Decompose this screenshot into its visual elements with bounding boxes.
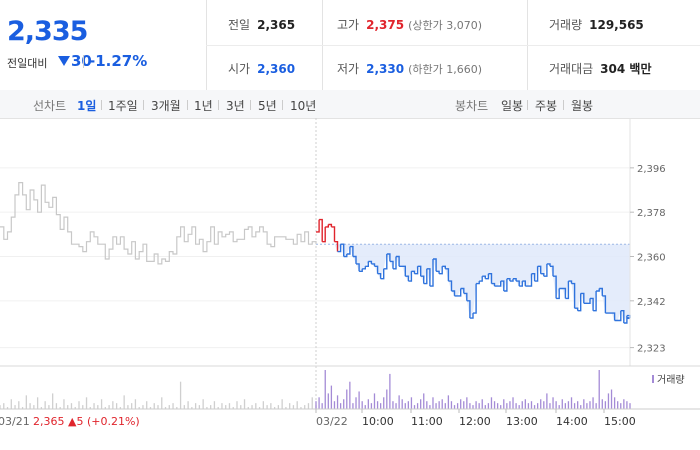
tab-10year[interactable]: 10년 [290, 99, 317, 113]
tab-divider [527, 100, 528, 110]
y-tick-label: 2,396 [637, 164, 666, 175]
prev-close-label: 전일 [228, 18, 251, 32]
change-divider [83, 55, 84, 68]
tab-3year[interactable]: 3년 [226, 99, 245, 113]
current-price: 2,335 [7, 16, 88, 47]
today-price-line-down [337, 243, 631, 324]
x-tick-label: 03/21 [0, 415, 30, 428]
change-label: 전일대비 [7, 57, 48, 70]
low-label: 저가 [337, 62, 360, 76]
y-tick-label: 2,360 [637, 253, 666, 264]
high-value: 2,375 [366, 18, 405, 32]
today-price-line-up [316, 218, 339, 252]
price-summary: 2,335 전일대비 30 -1.27% 전일 2,365 시가 2,360 고가 2… [0, 0, 700, 91]
down-triangle-icon [58, 56, 70, 66]
x-tick-label: 14:00 [556, 415, 588, 428]
volume-legend-label: 거래량 [657, 374, 685, 386]
tab-divider [143, 100, 144, 110]
open-value: 2,360 [257, 62, 296, 76]
y-tick-label: 2,378 [637, 208, 666, 219]
volume-legend-swatch [652, 375, 654, 383]
tab-1year[interactable]: 1년 [194, 99, 213, 113]
x-tick-label: 13:00 [506, 415, 538, 428]
change-rate: -1.27% [89, 52, 148, 70]
stat-prev-close: 전일 2,365 [228, 16, 295, 33]
tab-divider [101, 100, 102, 110]
tab-5year[interactable]: 5년 [258, 99, 277, 113]
tab-divider [218, 100, 219, 110]
line-chart-label: 선차트 [33, 99, 67, 113]
stat-trade-value: 거래대금 304 백만 [549, 60, 651, 77]
stat-high: 고가 2,375 (상한가 3,070) [337, 16, 482, 33]
chart-period-bar: 선차트 1일 1주일 3개월 1년 3년 5년 10년 봉차트 일봉 주봉 월봉 [0, 90, 700, 119]
tab-1week[interactable]: 1주일 [108, 99, 138, 113]
stat-open: 시가 2,360 [228, 60, 295, 77]
tab-1day[interactable]: 1일 [77, 99, 97, 113]
x-tick-label: 10:00 [362, 415, 394, 428]
stat-row-divider [206, 45, 700, 46]
prev-day-price-line [0, 182, 317, 265]
prev-day-change-info: 2,365 ▲5 (+0.21%) [33, 415, 140, 428]
tab-divider [563, 100, 564, 110]
stat-low: 저가 2,330 (하한가 1,660) [337, 60, 482, 77]
volume-label: 거래량 [549, 18, 583, 32]
tab-divider [187, 100, 188, 110]
trade-value-label: 거래대금 [549, 62, 594, 76]
tab-daily-candle[interactable]: 일봉 [501, 99, 524, 113]
upper-limit: (상한가 3,070) [408, 19, 482, 32]
stat-volume: 거래량 129,565 [549, 16, 644, 33]
open-label: 시가 [228, 62, 251, 76]
change-amount-value: 30 [71, 52, 92, 70]
volume-value: 129,565 [589, 18, 644, 32]
tab-divider [282, 100, 283, 110]
x-tick-label: 12:00 [459, 415, 491, 428]
low-value: 2,330 [366, 62, 405, 76]
prev-close-value: 2,365 [257, 18, 296, 32]
candle-chart-label: 봉차트 [455, 99, 489, 113]
high-label: 고가 [337, 18, 360, 32]
price-chart-svg: 2,396 2,378 2,360 2,342 2,323 거래량 03/21 03/22 10… [0, 118, 700, 428]
y-tick-label: 2,342 [637, 297, 666, 308]
tab-divider [250, 100, 251, 110]
below-reference-fill [316, 244, 630, 323]
x-tick-label: 11:00 [411, 415, 443, 428]
tab-3month[interactable]: 3개월 [151, 99, 181, 113]
tab-weekly-candle[interactable]: 주봉 [535, 99, 558, 113]
lower-limit: (하한가 1,660) [408, 63, 482, 76]
x-tick-label: 03/22 [316, 415, 348, 428]
y-tick-label: 2,323 [637, 344, 666, 355]
tab-monthly-candle[interactable]: 월봉 [571, 99, 594, 113]
current-price-box: 2,335 전일대비 30 -1.27% [0, 0, 207, 90]
trade-value-value: 304 백만 [600, 62, 652, 76]
change-amount: 30 [58, 52, 92, 70]
x-tick-label: 15:00 [604, 415, 636, 428]
intraday-chart: 2,396 2,378 2,360 2,342 2,323 거래량 03/21 03/22 10… [0, 118, 700, 450]
